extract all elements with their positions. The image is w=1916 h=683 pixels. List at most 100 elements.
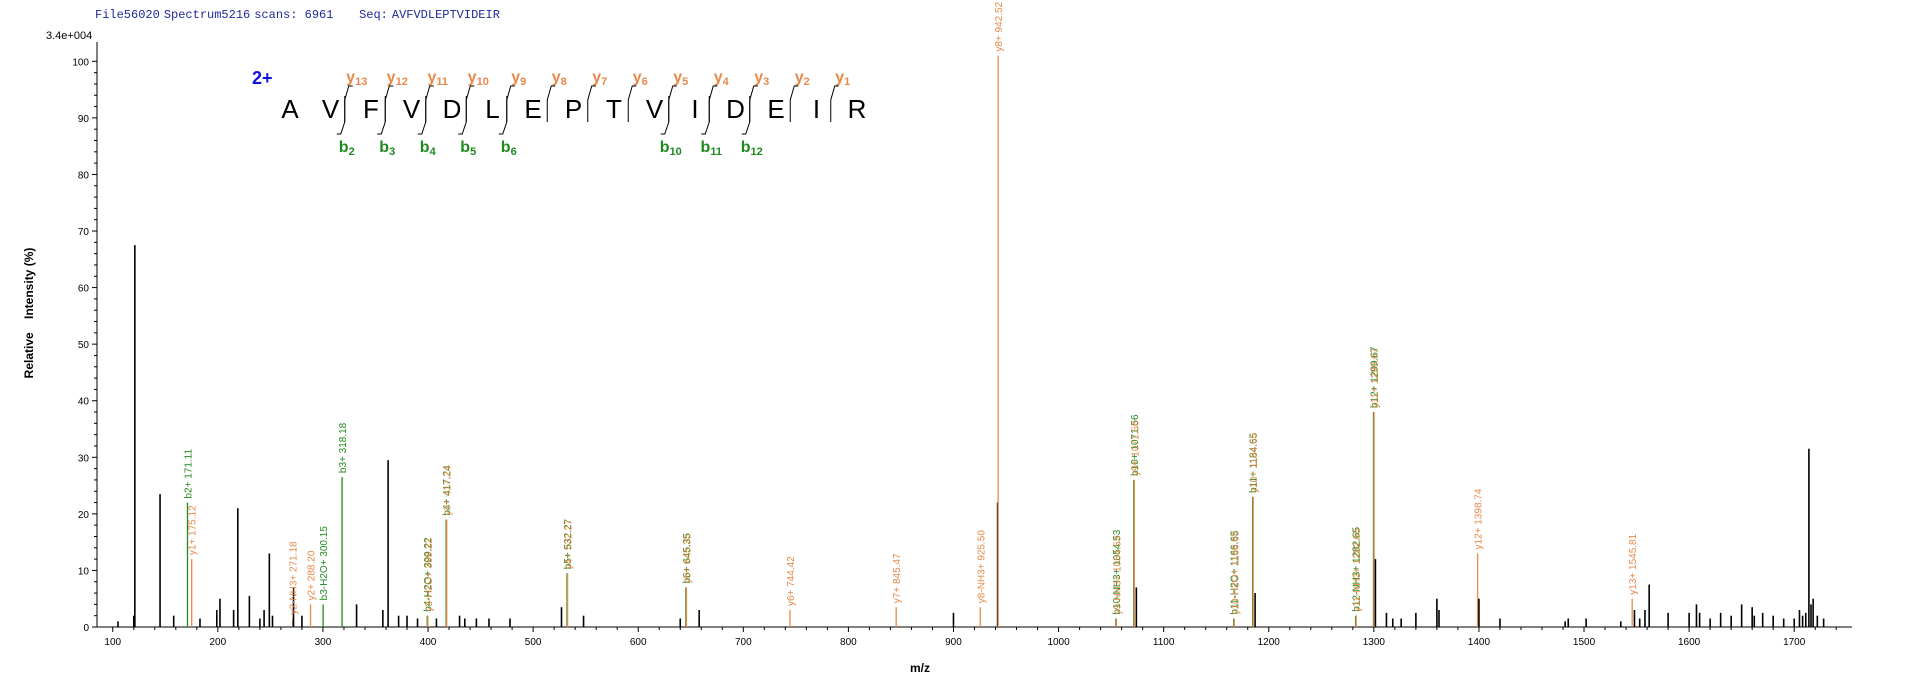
- b-ion-label: b4+ 417.24: [442, 465, 453, 516]
- y-cleavage-bracket: [465, 85, 475, 122]
- x-tick-label: 1400: [1468, 637, 1491, 648]
- sequence-residue: I: [813, 94, 820, 124]
- y-fragment-marker: y13: [346, 69, 367, 88]
- y-tick-label: 20: [78, 510, 90, 521]
- sequence-residue: D: [726, 94, 745, 124]
- b-ion-label: b10+ 1071.56: [1130, 414, 1141, 476]
- y-ion-label: y2+ 288.20: [307, 550, 318, 600]
- sequence-residue: P: [565, 94, 582, 124]
- chart-peak-labels: b2+ 171.11 y1+ 175.12 y2-NH3+ 271.18 y2+ 28…: [183, 1, 1639, 614]
- sequence-residue: T: [606, 94, 622, 124]
- y-tick-label: 70: [78, 227, 90, 238]
- b-ion-label: b12+ 1299.67: [1369, 346, 1380, 408]
- y-fragment-marker: y1: [835, 69, 850, 88]
- y-ion-label: y10-H2O+ 1166.65: [1230, 530, 1241, 614]
- x-tick-label: 100: [104, 637, 121, 648]
- y-ion-label: y3-H2O+ 399.22: [424, 538, 435, 612]
- x-tick-label: 800: [840, 637, 857, 648]
- y-ion-label: y9+ 1071.56: [1130, 420, 1141, 476]
- y-tick-label: 100: [72, 57, 89, 68]
- sequence-residue: R: [848, 94, 867, 124]
- y-fragment-marker: y2: [795, 69, 810, 88]
- y-ion-label: y8-NH3+ 925.50: [976, 530, 987, 604]
- sequence-residue: V: [403, 94, 421, 124]
- x-tick-label: 900: [945, 637, 962, 648]
- sequence-residue: D: [443, 94, 462, 124]
- x-tick-label: 1000: [1047, 637, 1070, 648]
- b-fragment-marker: b6: [501, 139, 517, 158]
- y-cleavage-bracket: [789, 85, 799, 122]
- x-tick-label: 1300: [1363, 637, 1386, 648]
- b-ion-label: b4-H2O+ 399.22: [423, 537, 434, 612]
- y-fragment-marker: y9: [511, 69, 526, 88]
- y-cleavage-bracket: [546, 85, 556, 122]
- x-tick-label: 1500: [1573, 637, 1596, 648]
- y-fragment-marker: y3: [754, 69, 769, 88]
- b-cleavage-bracket: [498, 96, 508, 135]
- y-tick-label: 0: [83, 623, 89, 634]
- b-cleavage-bracket: [660, 96, 670, 135]
- y-ion-label: y11-NH3+ 1282.65: [1352, 528, 1363, 612]
- b-cleavage-bracket: [458, 96, 467, 135]
- x-tick-label: 1700: [1783, 637, 1806, 648]
- b-ion-label: b12-NH3+ 1282.65: [1352, 526, 1363, 611]
- y-tick-label: 80: [78, 170, 90, 181]
- b-cleavage-bracket: [741, 96, 751, 135]
- x-tick-label: 200: [210, 637, 227, 648]
- chart-peaks: [117, 55, 1825, 627]
- b-ion-label: b11+ 1184.65: [1249, 432, 1260, 492]
- b-fragment-marker: b5: [460, 139, 476, 158]
- header-spectrum: Spectrum5216: [163, 8, 251, 22]
- y-cleavage-bracket: [587, 85, 596, 122]
- y-ion-label: y11+ 1299.67: [1370, 347, 1381, 408]
- y-fragment-marker: y8: [552, 69, 567, 88]
- x-tick-label: 1600: [1678, 637, 1701, 648]
- y-ion-label: y2-NH3+ 271.18: [289, 541, 300, 615]
- y-cleavage-bracket: [384, 85, 394, 122]
- y-fragment-marker: y12: [387, 69, 408, 88]
- spectrum-header: File56020 Spectrum5216 scans: 6961 Seq: AVF…: [95, 8, 504, 22]
- y-fragment-marker: y5: [673, 69, 688, 88]
- y-ion-label: y4+ 532.27: [564, 519, 575, 569]
- b-ion-label: b3+ 318.18: [338, 422, 349, 473]
- b-fragment-marker: b10: [660, 139, 682, 158]
- y-tick-label: 10: [78, 566, 90, 577]
- sequence-residue: A: [281, 94, 299, 124]
- x-tick-label: 1200: [1258, 637, 1281, 648]
- sequence-residue: L: [485, 94, 499, 124]
- y-ion-label: y6+ 744.42: [786, 556, 797, 606]
- y-fragment-marker: y4: [714, 69, 730, 88]
- header-scans: scans: 6961: [254, 8, 334, 22]
- y-cleavage-bracket: [668, 85, 677, 122]
- charge-state-label: 2+: [252, 68, 273, 88]
- b-fragment-marker: b3: [379, 139, 395, 158]
- x-tick-label: 500: [525, 637, 542, 648]
- b-fragment-marker: b11: [701, 139, 722, 158]
- b-cleavage-bracket: [417, 96, 427, 135]
- x-tick-label: 1100: [1153, 637, 1175, 648]
- y-cleavage-bracket: [506, 85, 515, 122]
- y-tick-label: 60: [78, 284, 90, 295]
- y-tick-label: 40: [78, 397, 90, 408]
- x-tick-label: 400: [420, 637, 437, 648]
- b-ion-label: b3-H2O+ 300.15: [319, 526, 330, 601]
- y-fragment-marker: y6: [633, 69, 648, 88]
- b-ion-label: b5+ 532.27: [563, 518, 574, 569]
- x-tick-label: 300: [315, 637, 332, 648]
- y-axis-title: Relative Intensity (%): [22, 248, 36, 379]
- chart-axes: 100 200 300 400 500 600 700 800 900 1000 1100 1200 1…: [72, 42, 1852, 648]
- b-fragment-marker: b4: [420, 139, 437, 158]
- b-ion-label: b6+ 645.35: [682, 533, 693, 584]
- y-tick-label: 90: [78, 114, 90, 125]
- x-axis-title: m/z: [910, 661, 930, 675]
- header-file: File56020: [95, 8, 160, 22]
- header-sequence: AVFVDLEPTVIDEIR: [391, 8, 500, 22]
- y-ion-label: y7+ 845.47: [892, 553, 903, 603]
- b-cleavage-bracket: [377, 96, 386, 135]
- b-cleavage-bracket: [336, 96, 346, 135]
- y-ion-label: y5+ 645.35: [682, 533, 693, 583]
- y-cleavage-bracket: [425, 85, 434, 122]
- y-fragment-marker: y7: [592, 69, 607, 88]
